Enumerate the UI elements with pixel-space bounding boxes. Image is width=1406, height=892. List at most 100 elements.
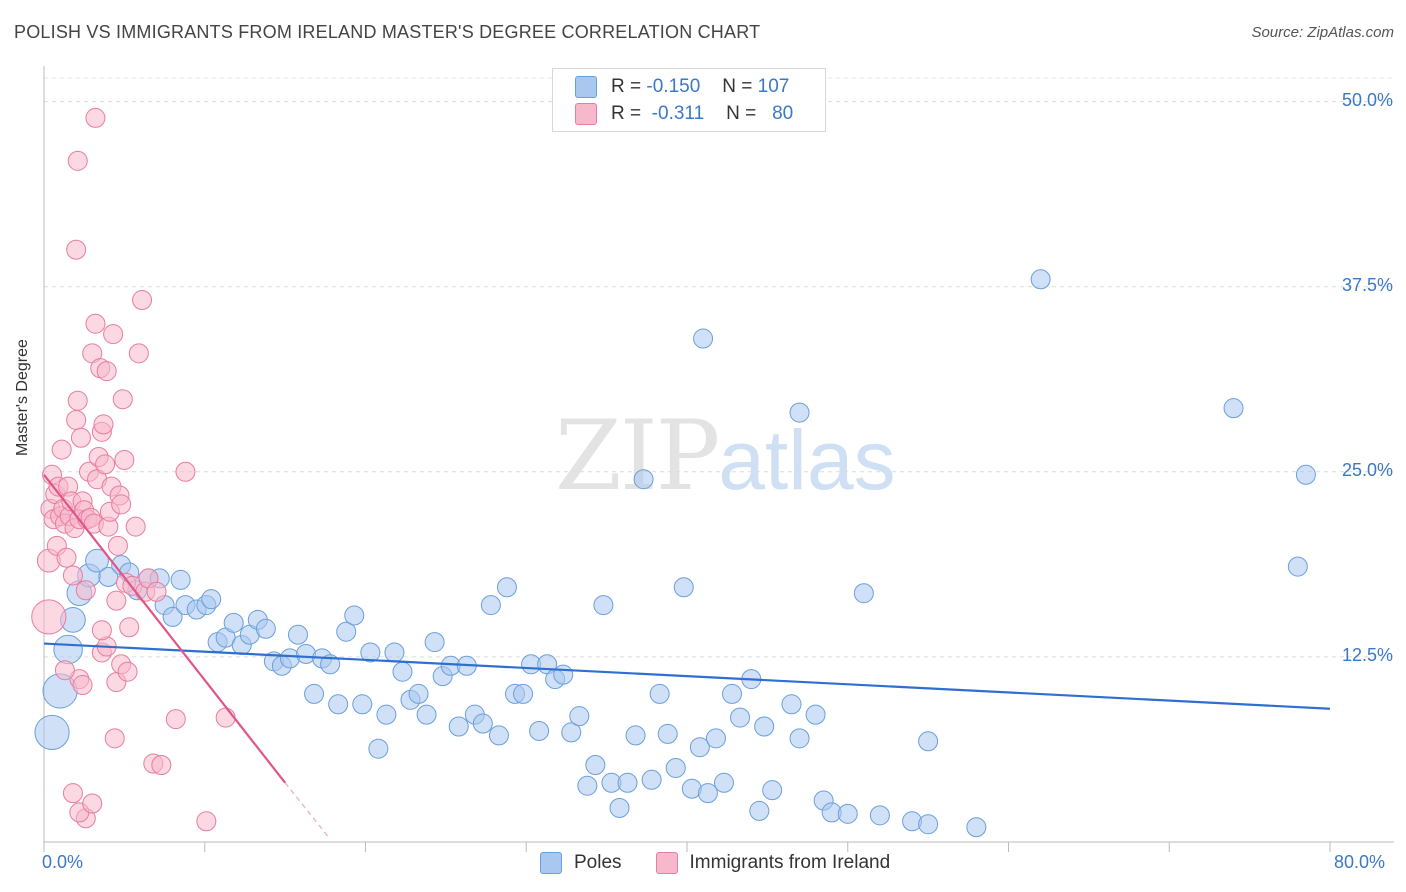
ireland-point xyxy=(96,361,117,382)
legend-r-label: R = xyxy=(611,76,642,97)
legend-n-value: 107 xyxy=(757,76,790,97)
ireland-point xyxy=(128,343,149,364)
poles-point xyxy=(448,716,469,737)
poles-point xyxy=(255,618,276,639)
poles-point xyxy=(328,694,349,715)
poles-point xyxy=(424,632,445,653)
poles-point xyxy=(781,694,802,715)
poles-point xyxy=(1030,269,1051,290)
ireland-point xyxy=(111,494,132,515)
poles-point xyxy=(408,683,429,704)
ireland-point xyxy=(165,709,186,730)
poles-point xyxy=(625,725,646,746)
ireland-trend-line xyxy=(43,474,286,784)
poles-point xyxy=(1295,464,1316,485)
bottom-legend: Poles Immigrants from Ireland xyxy=(540,852,890,874)
poles-point xyxy=(162,606,183,627)
ireland-point xyxy=(85,107,106,128)
ireland-point xyxy=(146,581,167,602)
poles-point xyxy=(697,783,718,804)
poles-point xyxy=(513,683,534,704)
ireland-point xyxy=(85,313,106,334)
poles-point xyxy=(1223,398,1244,419)
ireland-point xyxy=(67,150,88,171)
poles-point xyxy=(693,328,714,349)
ireland-point xyxy=(125,516,146,537)
series-ireland xyxy=(31,107,236,832)
poles-point xyxy=(287,624,308,645)
poles-point xyxy=(304,683,325,704)
ireland-trend-extension xyxy=(284,782,331,840)
poles-point xyxy=(789,728,810,749)
poles-point xyxy=(201,589,222,610)
poles-point xyxy=(641,769,662,790)
ireland-point xyxy=(54,660,75,681)
ireland-point xyxy=(72,675,93,696)
chart-title: POLISH VS IMMIGRANTS FROM IRELAND MASTER… xyxy=(14,22,761,42)
legend-n-label: N = xyxy=(722,76,753,97)
poles-point xyxy=(577,775,598,796)
legend-n-value: 80 xyxy=(772,103,794,124)
trend-lines xyxy=(43,474,1331,840)
ireland-point xyxy=(67,390,88,411)
poles-point xyxy=(344,605,365,626)
legend-swatch-ireland xyxy=(575,103,597,125)
poles-point xyxy=(633,469,654,490)
legend-row-poles: R = -0.150 N = 107 xyxy=(575,74,789,100)
poles-point xyxy=(1287,556,1308,577)
poles-point xyxy=(609,797,630,818)
poles-point xyxy=(223,612,244,633)
legend-r-value: -0.311 xyxy=(651,103,705,124)
poles-point xyxy=(789,402,810,423)
y-tick-label: 37.5% xyxy=(1341,274,1393,295)
ireland-point xyxy=(119,617,140,638)
ireland-point xyxy=(196,811,217,832)
poles-point xyxy=(384,642,405,663)
axes xyxy=(43,66,1394,852)
legend-r-value: -0.150 xyxy=(646,76,701,97)
bottom-legend-ireland: Immigrants from Ireland xyxy=(689,852,891,873)
poles-point xyxy=(805,704,826,725)
poles-point xyxy=(713,772,734,793)
poles-point xyxy=(553,664,574,685)
ireland-point xyxy=(66,239,87,260)
legend: R = -0.150 N = 107 R = -0.311 N = 80 xyxy=(552,68,826,132)
ireland-point xyxy=(106,590,127,611)
ireland-point xyxy=(103,324,124,345)
ireland-point xyxy=(62,783,83,804)
poles-point xyxy=(649,683,670,704)
poles-point xyxy=(320,654,341,675)
watermark: ZIPatlas xyxy=(555,400,896,512)
poles-point xyxy=(376,704,397,725)
poles-point xyxy=(569,706,590,727)
poles-point xyxy=(561,722,582,743)
watermark-zip: ZIP xyxy=(555,400,720,512)
poles-point xyxy=(730,707,751,728)
poles-point xyxy=(593,595,614,616)
poles-point xyxy=(488,725,509,746)
poles-point xyxy=(665,757,686,778)
x-tick-max: 80.0% xyxy=(1334,852,1386,872)
bottom-legend-poles: Poles xyxy=(574,852,622,873)
ireland-point xyxy=(117,661,138,682)
bottom-legend-swatch-ireland xyxy=(655,852,678,874)
poles-point xyxy=(360,642,381,663)
ireland-point xyxy=(31,599,67,635)
poles-point xyxy=(722,683,743,704)
poles-point xyxy=(336,621,357,642)
series-poles xyxy=(34,269,1316,838)
legend-n-label: N = xyxy=(726,103,757,124)
poles-point xyxy=(918,731,939,752)
poles-point xyxy=(416,704,437,725)
ireland-point xyxy=(132,290,153,311)
poles-point xyxy=(85,548,109,573)
legend-row-ireland: R = -0.311 N = 80 xyxy=(575,101,793,127)
ireland-point xyxy=(175,461,196,482)
poles-point xyxy=(749,800,770,821)
poles-point xyxy=(496,577,517,598)
y-tick-label: 25.0% xyxy=(1341,459,1393,480)
poles-point xyxy=(170,569,191,590)
ireland-point xyxy=(95,454,116,475)
poles-point xyxy=(673,577,694,598)
